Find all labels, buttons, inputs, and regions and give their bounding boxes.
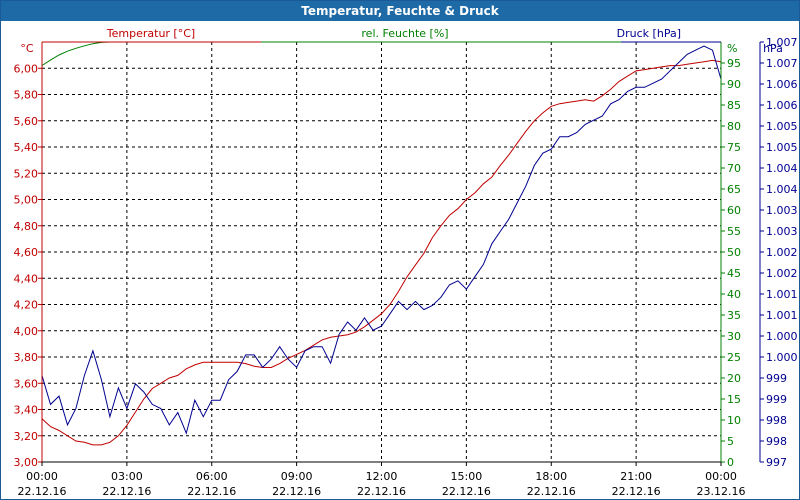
humidity-tick-label: 75 [727,141,741,154]
x-tick-date-label: 22.12.16 [18,485,67,498]
pressure-tick-label: 1.002 [766,246,798,259]
chart-title: Temperatur, Feuchte & Druck [1,1,799,21]
x-tick-date-label: 23.12.16 [697,485,746,498]
temp-tick-label: 4,20 [14,299,39,312]
pressure-tick-label: 998 [766,414,787,427]
humidity-tick-label: 65 [727,183,741,196]
temp-tick-label: 5,40 [14,141,39,154]
temp-tick-label: 5,80 [14,89,39,102]
humidity-tick-label: 25 [727,351,741,364]
x-tick-time-label: 03:00 [111,470,143,483]
x-tick-date-label: 22.12.16 [527,485,576,498]
x-tick-time-label: 21:00 [620,470,652,483]
humidity-tick-label: 85 [727,99,741,112]
pressure-tick-label: 1.006 [766,78,798,91]
humidity-tick-label: 50 [727,246,741,259]
humidity-tick-label: 35 [727,309,741,322]
chart-plot: 3,00 3,20 3,40 3,60 3,80 4,00 4,20 4,40 4,60 4,80… [14,27,798,498]
x-tick-time-label: 06:00 [196,470,228,483]
x-tick-time-label: 12:00 [366,470,398,483]
x-tick-time-label: 09:00 [281,470,313,483]
humidity-tick-label: 90 [727,78,741,91]
temp-tick-label: 4,40 [14,272,39,285]
humidity-tick-label: 30 [727,330,741,343]
temp-tick-label: 4,60 [14,246,39,259]
humidity-unit-label: % [727,42,737,55]
pressure-tick-label: 1.007 [766,57,798,70]
humidity-tick-label: 60 [727,204,741,217]
humidity-tick-label: 55 [727,225,741,238]
humidity-tick-label: 20 [727,372,741,385]
series-line-temp [41,59,722,446]
pressure-tick-label: 997 [766,456,787,469]
pressure-tick-label: 1.006 [766,99,798,112]
humidity-tick-label: 80 [727,120,741,133]
pressure-tick-label: 1.005 [766,120,798,133]
humidity-axis-label: rel. Feuchte [%] [361,27,448,40]
temp-tick-label: 4,00 [14,325,39,338]
x-tick-date-label: 22.12.16 [187,485,236,498]
temp-tick-label: 4,80 [14,220,39,233]
pressure-tick-label: 1.005 [766,141,798,154]
humidity-tick-label: 5 [727,435,734,448]
pressure-tick-label: 999 [766,393,787,406]
humidity-tick-label: 40 [727,288,741,301]
temp-tick-label: 3,80 [14,351,39,364]
pressure-tick-label: 1.000 [766,351,798,364]
pressure-tick-label: 1.004 [766,162,798,175]
pressure-tick-label: 998 [766,435,787,448]
x-tick-time-label: 00:00 [26,470,58,483]
pressure-tick-label: 1.007 [766,36,798,49]
temp-tick-label: 5,00 [14,194,39,207]
temp-tick-label: 3,40 [14,404,39,417]
humidity-tick-label: 0 [727,456,734,469]
pressure-tick-label: 1.003 [766,225,798,238]
pressure-axis-label: Druck [hPa] [617,27,681,40]
humidity-tick-label: 15 [727,393,741,406]
temp-tick-label: 3,20 [14,430,39,443]
series-line-press [41,45,722,435]
x-tick-date-label: 22.12.16 [272,485,321,498]
humidity-tick-label: 45 [727,267,741,280]
temp-tick-label: 3,60 [14,377,39,390]
temp-tick-label: 3,00 [14,456,39,469]
temp-tick-label: 6,00 [14,62,39,75]
x-tick-date-label: 22.12.16 [357,485,406,498]
pressure-tick-label: 1.003 [766,204,798,217]
x-tick-time-label: 18:00 [535,470,567,483]
temp-unit-label: °C [20,42,34,55]
pressure-tick-label: 1.001 [766,309,798,322]
x-tick-time-label: 15:00 [451,470,483,483]
x-tick-date-label: 22.12.16 [102,485,151,498]
pressure-tick-label: 999 [766,372,787,385]
x-tick-date-label: 22.12.16 [442,485,491,498]
pressure-tick-label: 1.001 [766,288,798,301]
pressure-tick-label: 1.004 [766,183,798,196]
pressure-tick-label: 1.002 [766,267,798,280]
x-tick-time-label: 00:00 [705,470,737,483]
temp-axis-label: Temperatur [°C] [106,27,195,40]
humidity-tick-label: 70 [727,162,741,175]
temp-tick-label: 5,20 [14,167,39,180]
temp-tick-label: 5,60 [14,115,39,128]
x-tick-date-label: 22.12.16 [612,485,661,498]
pressure-tick-label: 1.000 [766,330,798,343]
grid [42,42,721,462]
axes: 3,00 3,20 3,40 3,60 3,80 4,00 4,20 4,40 4,60 4,80… [14,27,798,498]
pressure-unit-label: hPa [763,42,783,55]
humidity-tick-label: 95 [727,57,741,70]
humidity-tick-label: 10 [727,414,741,427]
